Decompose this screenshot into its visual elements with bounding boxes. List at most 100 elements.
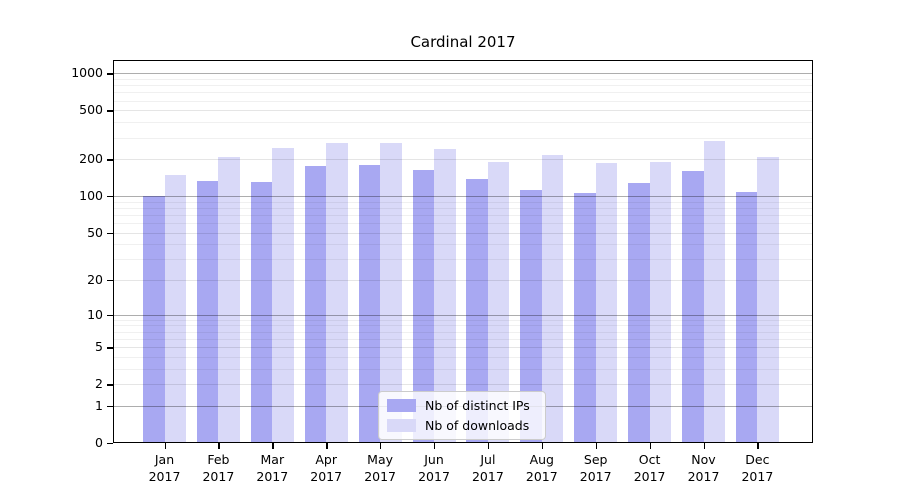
bar-ips-aug <box>520 190 542 443</box>
y-gridline-900 <box>113 78 813 80</box>
y-tick-label-200: 200 <box>79 151 103 167</box>
x-tick-label-nov: Nov 2017 <box>687 452 720 484</box>
y-gridline-50 <box>113 232 813 234</box>
bar-downloads-jul <box>487 161 510 443</box>
y-tick-label-100: 100 <box>79 188 103 204</box>
legend-swatch-downloads <box>387 419 416 432</box>
y-tick-label-10: 10 <box>87 306 103 322</box>
bar-ips-nov <box>682 171 704 443</box>
grid-layer <box>113 60 813 443</box>
legend-swatch-distinct-ips <box>387 399 416 412</box>
x-tick-mark <box>757 443 759 449</box>
y-gridline-5 <box>113 347 813 349</box>
y-tick-mark <box>107 443 113 445</box>
bar-downloads-nov <box>703 140 725 443</box>
bar-ips-oct <box>628 182 650 443</box>
bar-downloads-mar <box>272 148 294 443</box>
y-tick-mark <box>107 314 113 317</box>
bar-ips-sep <box>574 193 596 443</box>
y-gridline-100 <box>113 196 813 198</box>
y-gridline-8 <box>113 325 813 327</box>
y-tick-mark <box>107 384 113 386</box>
y-tick-label-20: 20 <box>87 272 103 288</box>
bar-ips-may <box>358 164 381 443</box>
x-tick-mark <box>434 443 436 449</box>
legend-item-downloads: Nb of downloads <box>387 418 537 433</box>
y-gridline-90 <box>113 201 813 203</box>
x-tick-label-may: May 2017 <box>364 452 396 484</box>
bars-layer <box>113 60 813 443</box>
y-gridline-300 <box>113 137 813 139</box>
y-gridline-700 <box>113 92 813 94</box>
x-tick-label-aug: Aug 2017 <box>525 452 558 484</box>
x-tick-mark <box>272 443 274 449</box>
x-tick-mark <box>541 443 544 449</box>
x-tick-mark <box>380 443 382 449</box>
y-gridline-3 <box>113 368 813 370</box>
bar-ips-feb <box>196 180 219 443</box>
y-gridline-10 <box>113 314 813 316</box>
legend-label-distinct-ips: Nb of distinct IPs <box>425 398 530 413</box>
x-tick-label-sep: Sep 2017 <box>579 452 612 484</box>
y-gridline-400 <box>113 122 813 124</box>
y-gridline-200 <box>113 159 813 161</box>
x-tick-label-mar: Mar 2017 <box>256 452 289 484</box>
legend-label-downloads: Nb of downloads <box>425 418 530 433</box>
y-tick-mark <box>107 405 113 408</box>
bar-ips-jan <box>143 196 165 443</box>
bar-downloads-feb <box>218 157 240 443</box>
plot-area <box>113 60 813 443</box>
y-tick-label-0: 0 <box>95 435 103 450</box>
x-tick-label-feb: Feb 2017 <box>202 452 235 484</box>
legend: Nb of distinct IPs Nb of downloads <box>378 391 546 440</box>
x-tick-label-jan: Jan 2017 <box>148 452 181 484</box>
y-tick-mark <box>107 159 113 161</box>
y-gridline-1000 <box>113 73 813 75</box>
y-gridline-500 <box>113 110 813 112</box>
bar-downloads-apr <box>326 142 348 443</box>
bar-downloads-jan <box>164 174 186 443</box>
x-tick-label-jul: Jul 2017 <box>471 452 504 484</box>
y-gridline-6 <box>113 338 813 340</box>
x-tick-mark <box>649 443 651 449</box>
y-gridline-60 <box>113 223 813 224</box>
x-tick-mark <box>326 443 328 449</box>
x-tick-mark <box>595 443 598 449</box>
x-tick-label-dec: Dec 2017 <box>741 452 774 484</box>
y-tick-mark <box>107 196 113 198</box>
y-gridline-800 <box>113 85 813 87</box>
y-tick-mark <box>107 73 113 75</box>
y-gridline-600 <box>113 100 813 102</box>
bar-ips-dec <box>735 192 758 443</box>
bar-downloads-may <box>380 143 402 443</box>
x-tick-mark <box>487 443 490 449</box>
bar-downloads-oct <box>649 161 672 443</box>
bar-ips-apr <box>304 166 327 443</box>
x-tick-label-oct: Oct 2017 <box>633 452 666 484</box>
y-gridline-20 <box>113 280 813 282</box>
y-gridline-30 <box>113 259 813 261</box>
bar-downloads-jun <box>434 148 456 443</box>
y-tick-mark <box>107 347 113 349</box>
bar-downloads-aug <box>541 155 564 443</box>
y-tick-label-500: 500 <box>79 102 103 118</box>
y-gridline-9 <box>113 319 813 321</box>
x-tick-mark <box>164 443 166 449</box>
y-gridline-4 <box>113 356 813 358</box>
x-tick-mark <box>703 443 705 449</box>
x-tick-label-apr: Apr 2017 <box>310 452 343 484</box>
bar-ips-jun <box>412 169 434 443</box>
y-tick-label-2: 2 <box>95 376 103 392</box>
legend-item-distinct-ips: Nb of distinct IPs <box>387 398 537 413</box>
y-gridline-40 <box>113 244 813 246</box>
chart-title: Cardinal 2017 <box>410 33 516 51</box>
bar-ips-mar <box>250 181 273 443</box>
y-tick-mark <box>107 110 113 112</box>
y-tick-label-1: 1 <box>95 397 103 413</box>
x-tick-label-jun: Jun 2017 <box>418 452 450 484</box>
y-tick-label-50: 50 <box>87 224 103 240</box>
y-gridline-70 <box>113 214 813 216</box>
bar-downloads-dec <box>757 156 779 443</box>
y-tick-label-5: 5 <box>95 339 103 355</box>
